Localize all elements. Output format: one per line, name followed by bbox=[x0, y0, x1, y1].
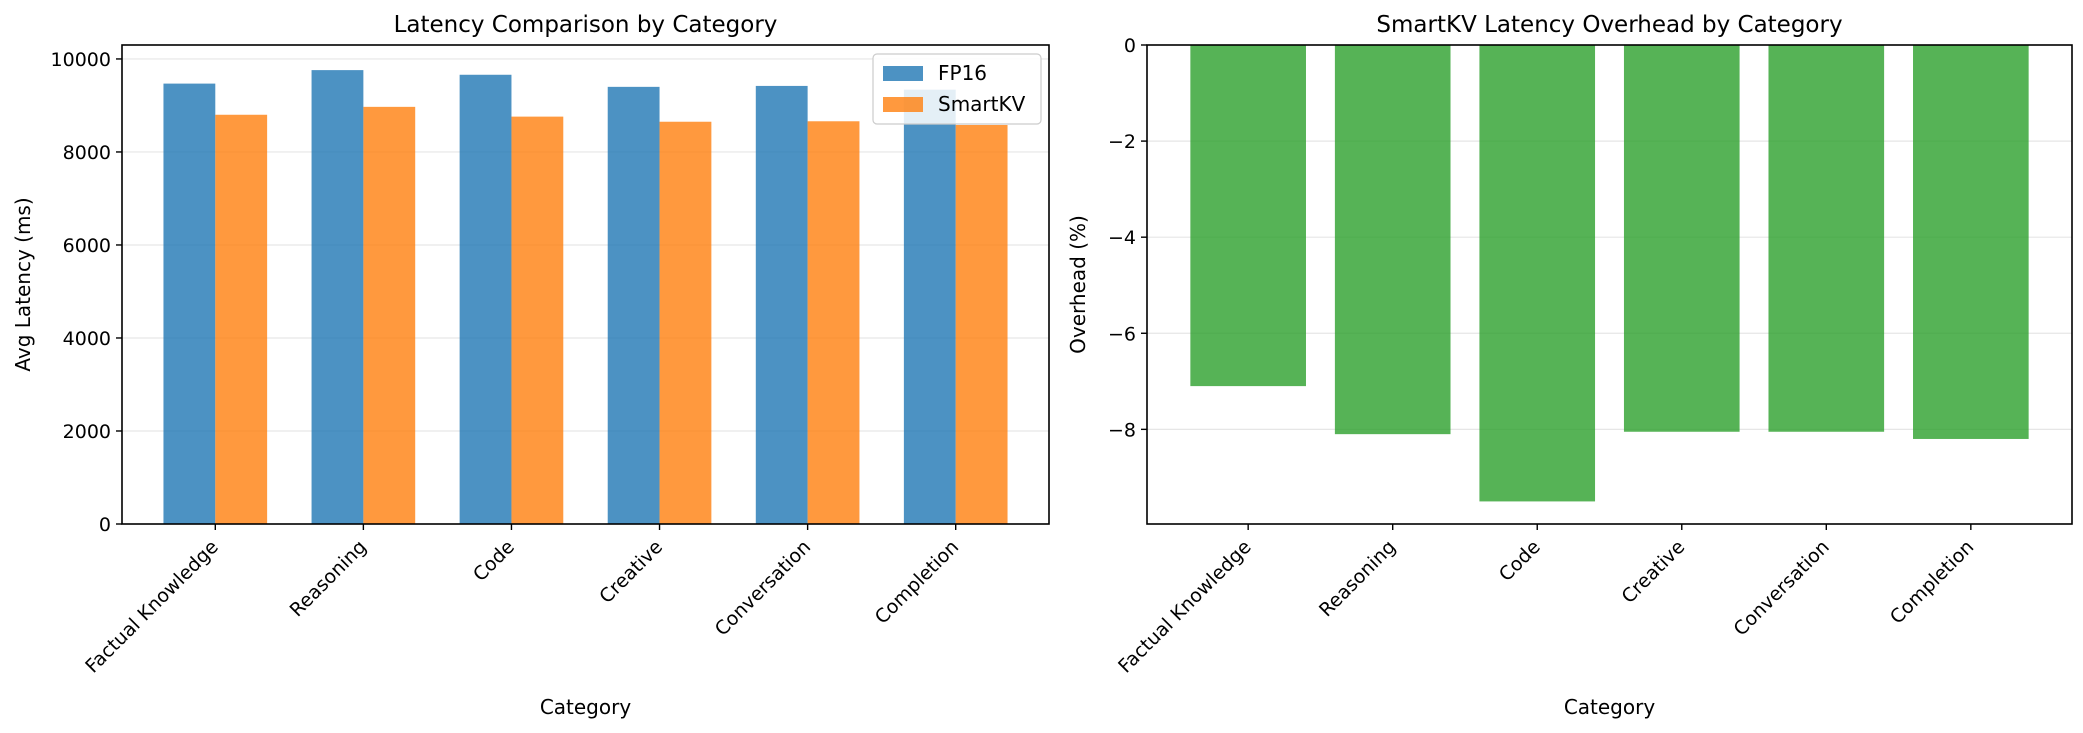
bar-fp16-completion bbox=[903, 89, 956, 525]
x-tick-label: Completion bbox=[871, 536, 964, 629]
overhead-chart: −8 −6 −4 −2 0 Factual Knowledge Reasoning Code… bbox=[1066, 12, 2073, 719]
x-tick-label: Code bbox=[469, 536, 519, 586]
left-y-ticks: 0 2000 4000 6000 8000 10000 bbox=[51, 49, 122, 536]
left-bars bbox=[163, 70, 1008, 525]
right-bars bbox=[1190, 45, 2029, 502]
bar-smartkv-completion bbox=[955, 124, 1008, 525]
bar-creative bbox=[1623, 45, 1740, 432]
y-tick-label: 8000 bbox=[63, 142, 111, 164]
left-x-ticks: Factual Knowledge Reasoning Code Creative Co… bbox=[81, 524, 963, 678]
x-tick-label: Code bbox=[1495, 536, 1545, 586]
bar-completion bbox=[1913, 45, 2029, 439]
y-tick-label: 10000 bbox=[51, 49, 111, 71]
x-tick-label: Creative bbox=[1617, 536, 1689, 608]
y-tick-label: −6 bbox=[1108, 323, 1136, 345]
y-tick-label: 0 bbox=[1124, 35, 1136, 57]
bar-smartkv-factual-knowledge bbox=[215, 114, 268, 525]
x-tick-label: Reasoning bbox=[286, 536, 371, 621]
chart-title: Latency Comparison by Category bbox=[394, 12, 778, 38]
x-tick-label: Conversation bbox=[1729, 536, 1833, 640]
y-tick-label: 0 bbox=[99, 514, 111, 536]
x-tick-label: Creative bbox=[595, 536, 667, 608]
y-tick-label: −8 bbox=[1108, 419, 1136, 441]
bar-fp16-conversation bbox=[755, 85, 808, 525]
bar-smartkv-creative bbox=[659, 121, 712, 525]
y-tick-label: 4000 bbox=[63, 328, 111, 350]
right-plot-frame bbox=[1146, 44, 2073, 525]
right-x-ticks: Factual Knowledge Reasoning Code Creative Co… bbox=[1114, 524, 1978, 678]
legend-label-fp16: FP16 bbox=[938, 61, 987, 85]
y-tick-label: 2000 bbox=[63, 421, 111, 443]
bar-fp16-factual-knowledge bbox=[163, 83, 216, 524]
bar-smartkv-conversation bbox=[807, 121, 860, 525]
y-tick-label: 6000 bbox=[63, 235, 111, 257]
bar-smartkv-code bbox=[511, 116, 564, 524]
right-y-ticks: −8 −6 −4 −2 0 bbox=[1108, 35, 1147, 441]
y-axis-label: Avg Latency (ms) bbox=[11, 197, 35, 371]
x-axis-label: Category bbox=[1564, 695, 1656, 719]
bar-conversation bbox=[1768, 45, 1885, 432]
left-plot-frame bbox=[121, 44, 1050, 525]
legend-swatch-smartkv bbox=[883, 97, 923, 112]
x-tick-label: Reasoning bbox=[1315, 536, 1400, 621]
legend-label-smartkv: SmartKV bbox=[938, 92, 1026, 116]
x-tick-label: Factual Knowledge bbox=[1114, 536, 1256, 678]
y-tick-label: −4 bbox=[1108, 227, 1136, 249]
bar-fp16-reasoning bbox=[311, 70, 364, 525]
legend-swatch-fp16 bbox=[883, 66, 923, 81]
bar-reasoning bbox=[1334, 45, 1451, 435]
chart-title: SmartKV Latency Overhead by Category bbox=[1376, 12, 1842, 38]
bar-smartkv-reasoning bbox=[363, 106, 416, 525]
x-tick-label: Conversation bbox=[711, 536, 815, 640]
y-axis-label: Overhead (%) bbox=[1066, 215, 1090, 354]
bar-code bbox=[1479, 45, 1596, 502]
bar-fp16-creative bbox=[607, 86, 660, 524]
x-tick-label: Factual Knowledge bbox=[81, 536, 223, 678]
bar-fp16-code bbox=[459, 74, 512, 524]
latency-comparison-chart: 0 2000 4000 6000 8000 10000 Factual Knowledge… bbox=[11, 12, 1050, 719]
x-tick-label: Completion bbox=[1886, 536, 1979, 629]
legend: FP16 SmartKV bbox=[872, 53, 1042, 125]
x-axis-label: Category bbox=[540, 695, 632, 719]
bar-factual-knowledge bbox=[1190, 45, 1306, 387]
y-tick-label: −2 bbox=[1108, 131, 1136, 153]
